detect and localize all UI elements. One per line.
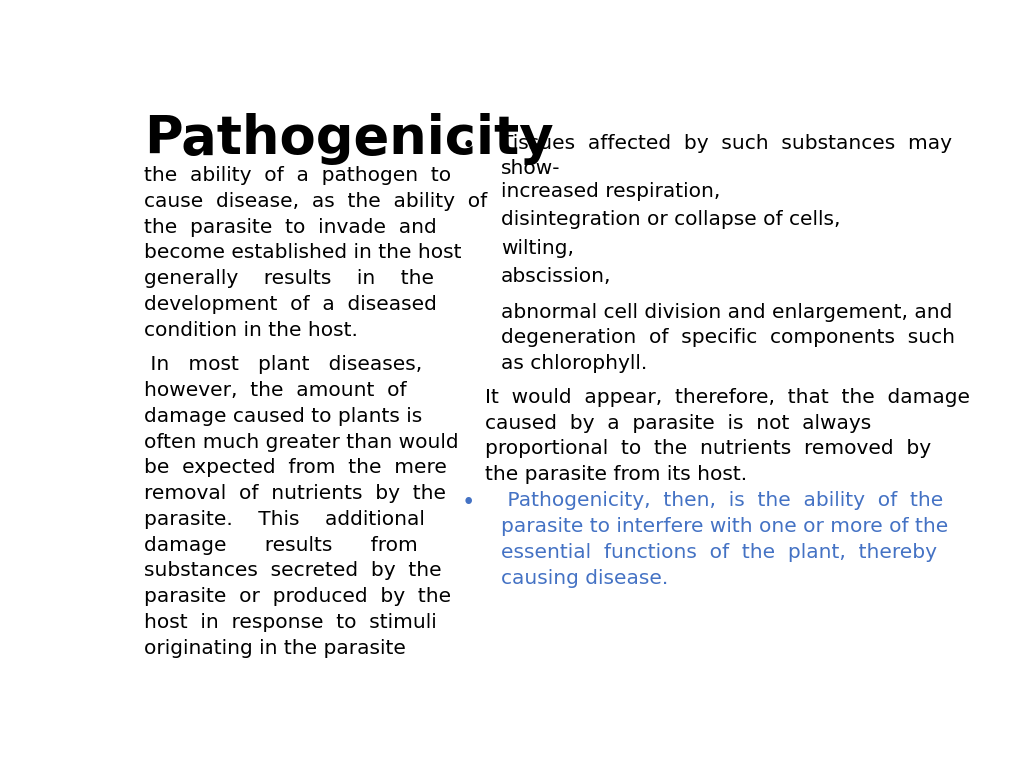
Text: the  ability  of  a  pathogen  to
cause  disease,  as  the  ability  of
the  par: the ability of a pathogen to cause disea… [143,166,487,339]
Text: disintegration or collapse of cells,: disintegration or collapse of cells, [501,210,841,230]
Text: Tissues  affected  by  such  substances  may
show-: Tissues affected by such substances may … [501,134,952,178]
Text: Pathogenicity,  then,  is  the  ability  of  the
parasite to interfere with one : Pathogenicity, then, is the ability of t… [501,492,948,588]
Text: abnormal cell division and enlargement, and
degeneration  of  specific  componen: abnormal cell division and enlargement, … [501,303,955,373]
Text: Pathogenicity: Pathogenicity [143,113,554,165]
Text: abscission,: abscission, [501,267,611,286]
Text: •: • [461,492,475,515]
Text: It  would  appear,  therefore,  that  the  damage
caused  by  a  parasite  is  n: It would appear, therefore, that the dam… [485,388,970,484]
Text: increased respiration,: increased respiration, [501,182,720,201]
Text: wilting,: wilting, [501,239,574,258]
Text: •: • [461,134,475,157]
Text: In   most   plant   diseases,
however,  the  amount  of
damage caused to plants : In most plant diseases, however, the amo… [143,356,459,657]
